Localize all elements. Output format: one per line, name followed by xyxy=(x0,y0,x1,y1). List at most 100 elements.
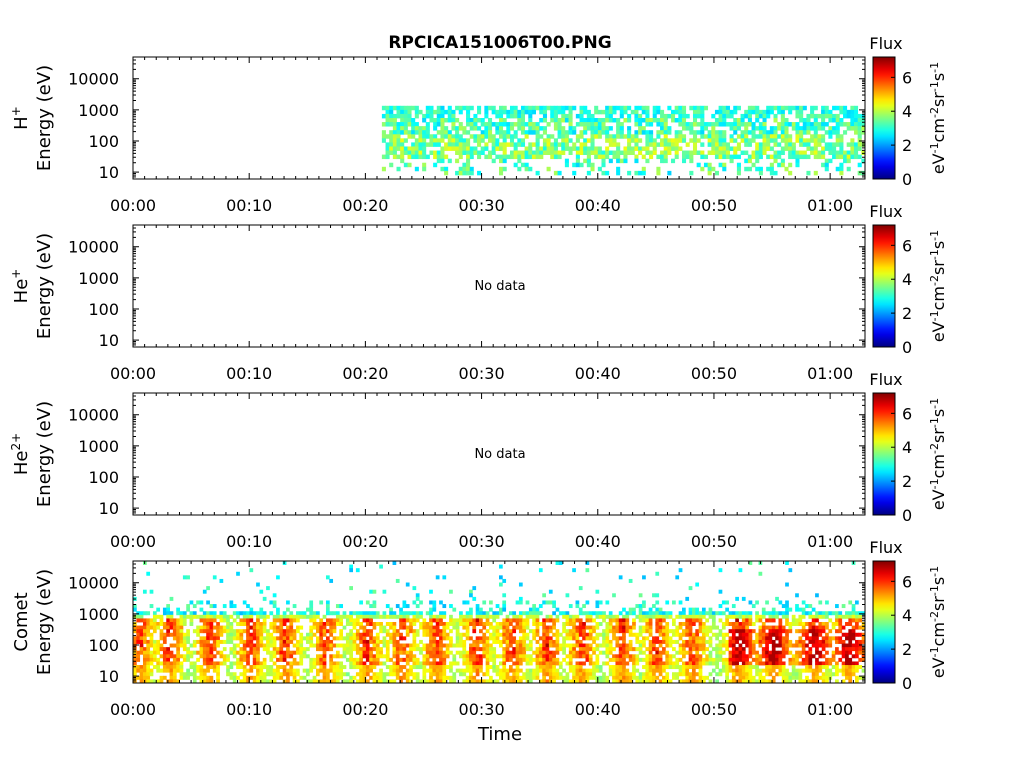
flux-cell xyxy=(236,675,240,680)
flux-cell xyxy=(718,604,723,609)
flux-cell xyxy=(447,134,452,139)
flux-cell xyxy=(582,643,586,648)
flux-cell xyxy=(821,146,826,151)
flux-cell xyxy=(784,126,789,131)
flux-cell xyxy=(491,122,496,127)
flux-cell xyxy=(276,672,280,677)
flux-cell xyxy=(605,661,610,666)
flux-cell xyxy=(585,650,590,655)
flux-cell xyxy=(491,146,496,151)
y-tick-label: 10 xyxy=(99,163,119,182)
flux-cell xyxy=(729,134,734,139)
plot-frame xyxy=(132,392,866,516)
flux-cell xyxy=(202,650,207,655)
flux-cell xyxy=(462,170,467,176)
flux-cell xyxy=(618,618,623,623)
flux-cell xyxy=(857,130,862,135)
flux-cell xyxy=(555,632,560,637)
flux-cell xyxy=(316,614,320,619)
flux-cell xyxy=(642,611,646,616)
flux-cell xyxy=(625,661,630,666)
flux-cell xyxy=(429,118,434,123)
flux-cell xyxy=(658,622,663,626)
flux-cell xyxy=(445,625,450,630)
flux-cell xyxy=(518,611,523,616)
flux-cell xyxy=(502,665,507,670)
flux-cell xyxy=(259,607,264,612)
flux-cell xyxy=(542,142,547,147)
flux-cell xyxy=(553,109,558,115)
flux-cell xyxy=(817,142,822,147)
flux-cell xyxy=(289,654,294,659)
flux-cell xyxy=(172,629,177,634)
flux-cell xyxy=(675,675,680,680)
flux-cell xyxy=(672,665,676,670)
flux-cell xyxy=(266,679,270,684)
flux-cell xyxy=(579,142,584,147)
flux-cell xyxy=(791,126,796,131)
flux-cell xyxy=(652,643,656,648)
flux-cell xyxy=(634,142,639,147)
flux-cell xyxy=(718,113,723,119)
flux-cell xyxy=(705,647,710,652)
flux-cell xyxy=(422,665,427,670)
flux-cell xyxy=(622,657,626,662)
flux-cell xyxy=(480,138,485,143)
flux-cell xyxy=(382,679,387,684)
flux-cell xyxy=(691,622,696,626)
flux-cell xyxy=(741,639,746,644)
x-tick-label: 00:00 xyxy=(110,196,156,215)
flux-cell xyxy=(495,130,500,135)
flux-cell xyxy=(662,668,666,673)
flux-cell xyxy=(146,611,151,616)
flux-cell xyxy=(259,668,264,673)
flux-cell xyxy=(362,636,367,641)
flux-cell xyxy=(439,654,443,659)
flux-cell xyxy=(322,672,327,677)
flux-cell xyxy=(689,105,694,111)
flux-cell xyxy=(252,675,257,680)
flux-cell xyxy=(698,625,703,630)
flux-cell xyxy=(395,604,400,609)
flux-cell xyxy=(522,611,527,616)
flux-cell xyxy=(149,636,154,641)
flux-cell xyxy=(735,614,739,619)
flux-cell xyxy=(436,130,441,135)
flux-cell xyxy=(139,629,144,634)
flux-cell xyxy=(601,122,606,127)
flux-cell xyxy=(176,611,180,616)
flux-cell xyxy=(355,632,360,637)
flux-cell xyxy=(379,625,383,630)
species-name: H xyxy=(11,116,32,130)
flux-cell xyxy=(509,105,515,111)
x-tick-label: 00:10 xyxy=(226,532,272,551)
flux-cell xyxy=(505,614,510,619)
flux-cell xyxy=(232,611,237,616)
flux-cell xyxy=(718,162,723,168)
flux-cell xyxy=(741,636,746,641)
flux-cell xyxy=(691,675,696,680)
flux-cell xyxy=(502,134,507,139)
flux-cell xyxy=(229,639,234,644)
flux-cell xyxy=(381,134,386,139)
flux-cell xyxy=(575,672,580,677)
flux-cell xyxy=(835,130,840,135)
flux-cell xyxy=(545,600,550,605)
flux-cell xyxy=(821,109,826,115)
flux-cell xyxy=(548,654,553,659)
flux-cell xyxy=(608,158,613,164)
flux-cell xyxy=(226,618,230,623)
flux-cell xyxy=(485,647,490,652)
flux-cell xyxy=(292,672,297,677)
flux-cell xyxy=(645,647,650,652)
flux-cell xyxy=(433,126,438,131)
flux-cell xyxy=(440,126,445,131)
flux-cell xyxy=(369,650,373,655)
flux-cell xyxy=(488,105,493,111)
flux-cell xyxy=(605,126,610,131)
flux-cell xyxy=(675,614,680,619)
flux-cell xyxy=(355,629,360,634)
flux-cell xyxy=(525,643,530,648)
flux-cell xyxy=(658,625,663,630)
